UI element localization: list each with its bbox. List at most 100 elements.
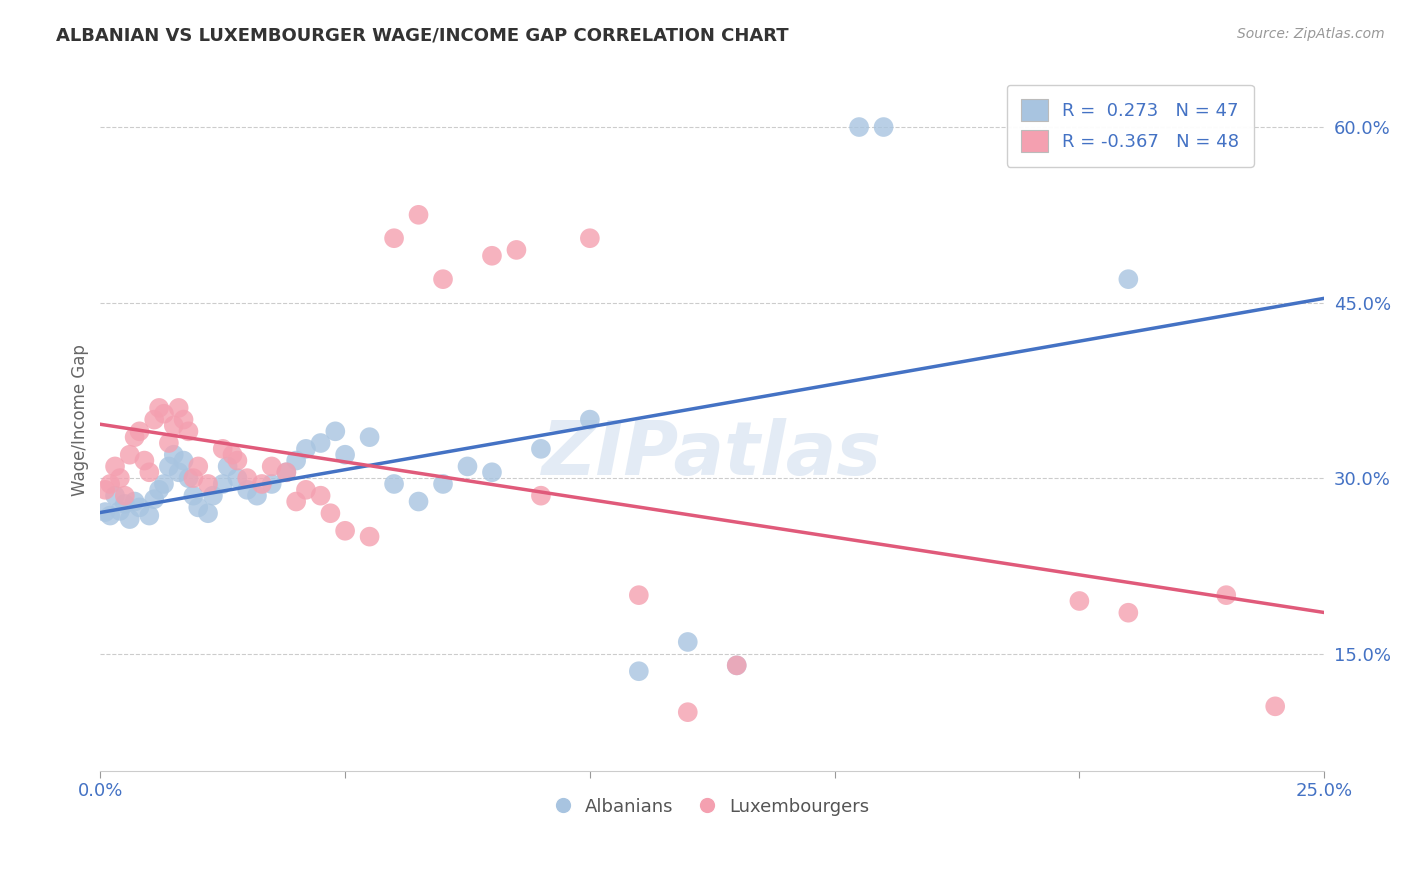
Point bbox=[167, 401, 190, 415]
Point bbox=[1264, 699, 1286, 714]
Point bbox=[285, 453, 308, 467]
Point bbox=[163, 418, 186, 433]
Point bbox=[285, 494, 308, 508]
Point bbox=[1215, 588, 1237, 602]
Point bbox=[173, 412, 195, 426]
Point bbox=[114, 489, 136, 503]
Point bbox=[134, 453, 156, 467]
Point bbox=[359, 530, 381, 544]
Point bbox=[260, 477, 283, 491]
Point bbox=[295, 442, 318, 456]
Point bbox=[333, 524, 356, 538]
Point bbox=[104, 489, 127, 503]
Point bbox=[579, 412, 602, 426]
Point bbox=[408, 208, 430, 222]
Point bbox=[177, 471, 200, 485]
Point bbox=[98, 477, 121, 491]
Point bbox=[157, 459, 180, 474]
Point bbox=[148, 483, 170, 497]
Legend: Albanians, Luxembourgers: Albanians, Luxembourgers bbox=[547, 789, 877, 825]
Point bbox=[163, 448, 186, 462]
Point bbox=[382, 231, 405, 245]
Point bbox=[124, 494, 146, 508]
Point bbox=[1069, 594, 1091, 608]
Point bbox=[309, 436, 332, 450]
Point bbox=[143, 492, 166, 507]
Point bbox=[148, 401, 170, 415]
Point bbox=[197, 477, 219, 491]
Point bbox=[276, 465, 298, 479]
Text: ZIPatlas: ZIPatlas bbox=[543, 418, 882, 491]
Point bbox=[725, 658, 748, 673]
Point bbox=[676, 635, 699, 649]
Point bbox=[382, 477, 405, 491]
Point bbox=[246, 489, 269, 503]
Point bbox=[98, 508, 121, 523]
Point bbox=[250, 477, 273, 491]
Point bbox=[187, 500, 209, 515]
Point bbox=[359, 430, 381, 444]
Point bbox=[94, 483, 117, 497]
Point bbox=[481, 465, 503, 479]
Point bbox=[138, 508, 160, 523]
Point bbox=[118, 448, 141, 462]
Point bbox=[676, 705, 699, 719]
Point bbox=[201, 489, 224, 503]
Point bbox=[94, 505, 117, 519]
Point bbox=[226, 453, 249, 467]
Point bbox=[408, 494, 430, 508]
Point bbox=[157, 436, 180, 450]
Point bbox=[173, 453, 195, 467]
Point bbox=[309, 489, 332, 503]
Point bbox=[124, 430, 146, 444]
Point bbox=[627, 588, 650, 602]
Point bbox=[1118, 606, 1140, 620]
Point bbox=[167, 465, 190, 479]
Point bbox=[118, 512, 141, 526]
Point bbox=[872, 120, 894, 134]
Point bbox=[211, 477, 233, 491]
Point bbox=[432, 477, 454, 491]
Point bbox=[114, 497, 136, 511]
Point bbox=[260, 459, 283, 474]
Text: ALBANIAN VS LUXEMBOURGER WAGE/INCOME GAP CORRELATION CHART: ALBANIAN VS LUXEMBOURGER WAGE/INCOME GAP… bbox=[56, 27, 789, 45]
Point bbox=[505, 243, 527, 257]
Point bbox=[108, 504, 131, 518]
Point bbox=[143, 412, 166, 426]
Point bbox=[183, 471, 205, 485]
Point bbox=[104, 459, 127, 474]
Point bbox=[128, 425, 150, 439]
Point bbox=[1118, 272, 1140, 286]
Point bbox=[319, 506, 342, 520]
Point bbox=[187, 459, 209, 474]
Point bbox=[197, 506, 219, 520]
Y-axis label: Wage/Income Gap: Wage/Income Gap bbox=[72, 343, 89, 496]
Point bbox=[432, 272, 454, 286]
Point bbox=[138, 465, 160, 479]
Point bbox=[217, 459, 239, 474]
Point bbox=[236, 483, 259, 497]
Point bbox=[128, 500, 150, 515]
Point bbox=[177, 425, 200, 439]
Point bbox=[236, 471, 259, 485]
Point bbox=[153, 407, 176, 421]
Point bbox=[276, 465, 298, 479]
Point bbox=[530, 442, 553, 456]
Point bbox=[456, 459, 478, 474]
Point bbox=[530, 489, 553, 503]
Point bbox=[221, 448, 243, 462]
Point bbox=[323, 425, 346, 439]
Point bbox=[183, 489, 205, 503]
Point bbox=[725, 658, 748, 673]
Point bbox=[579, 231, 602, 245]
Point bbox=[333, 448, 356, 462]
Text: Source: ZipAtlas.com: Source: ZipAtlas.com bbox=[1237, 27, 1385, 41]
Point bbox=[226, 471, 249, 485]
Point bbox=[848, 120, 870, 134]
Point bbox=[153, 477, 176, 491]
Point bbox=[481, 249, 503, 263]
Point bbox=[627, 664, 650, 678]
Point bbox=[211, 442, 233, 456]
Point bbox=[108, 471, 131, 485]
Point bbox=[295, 483, 318, 497]
